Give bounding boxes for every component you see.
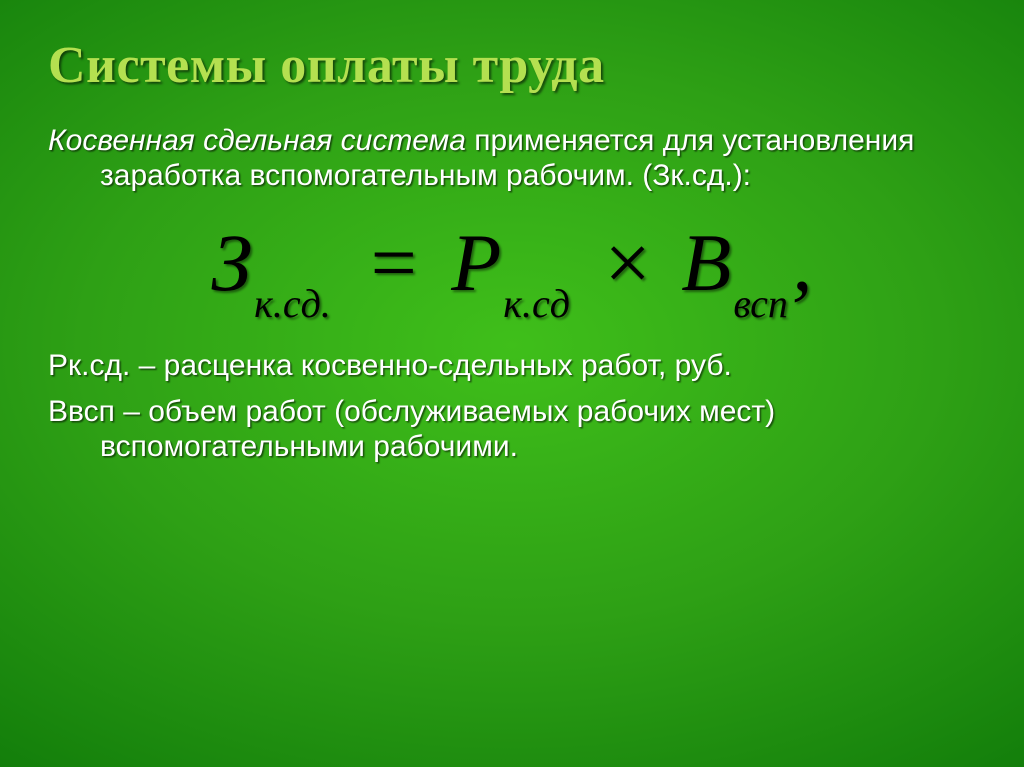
formula-r2-sub: всп <box>731 281 792 326</box>
formula-r2-main: В <box>681 217 731 308</box>
formula-r1-sub: к.сд <box>501 281 574 326</box>
formula-lhs-sub: к.сд. <box>252 281 335 326</box>
definition-2: Ввсп – объем работ (обслуживаемых рабочи… <box>100 394 976 465</box>
formula-r1-main: Р <box>451 217 501 308</box>
formula: Зк.сд. = Рк.сд × Ввсп, <box>48 222 976 314</box>
formula-eq: = <box>355 217 430 308</box>
intro-italic: Косвенная сдельная система <box>48 124 466 157</box>
slide-title: Системы оплаты труда <box>48 36 976 95</box>
definition-1: Рк.сд. – расценка косвенно-сдельных рабо… <box>100 348 976 383</box>
formula-lhs-main: З <box>212 217 253 308</box>
intro-paragraph: Косвенная сдельная система применяется д… <box>100 123 976 194</box>
formula-tail: , <box>792 217 813 308</box>
formula-times: × <box>595 217 661 308</box>
